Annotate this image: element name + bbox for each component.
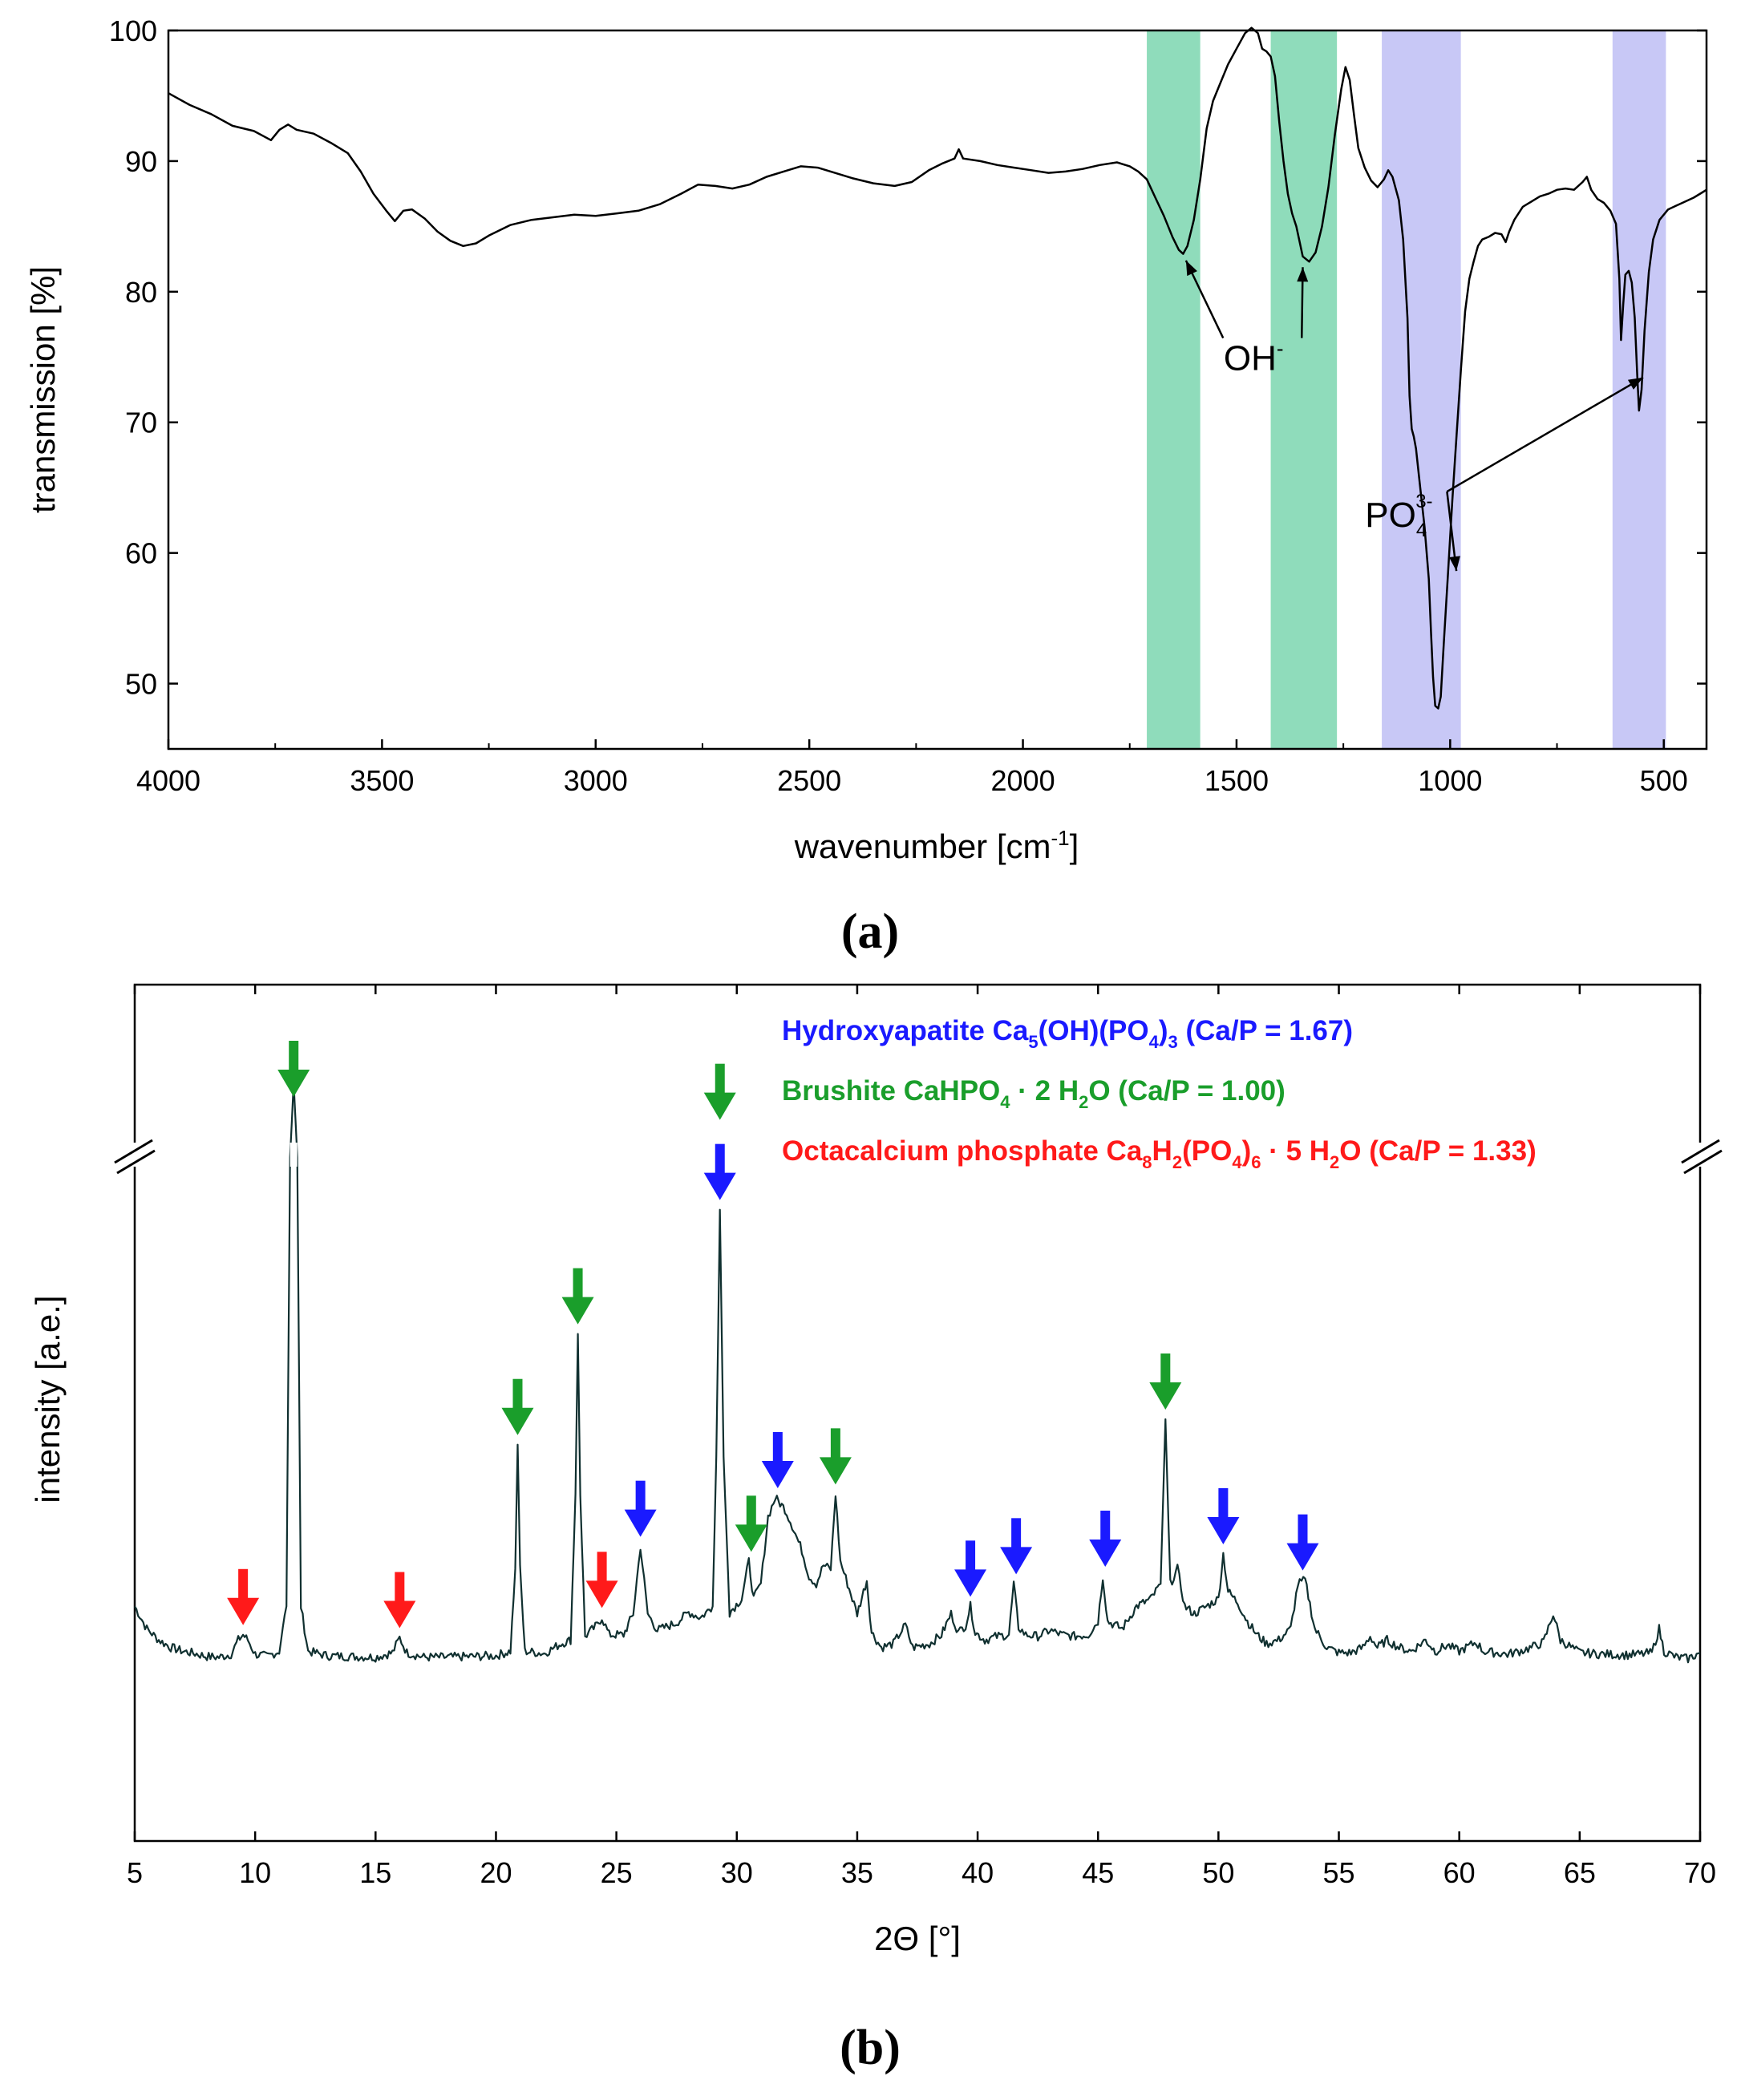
chart-b-xtick-label: 20 [480, 1856, 512, 1889]
chart-b-phase-marker-hydroxyapatite [703, 1143, 736, 1200]
chart-b-xtick-label: 50 [1202, 1856, 1234, 1889]
chart-b-phase-marker-hydroxyapatite [1286, 1514, 1319, 1571]
chart-b-peak-break-gap [289, 1143, 298, 1167]
chart-b-phase-marker-brushite [1149, 1353, 1182, 1410]
chart-b-series-line [134, 1081, 1701, 1664]
chart-a-annotation-0: OH- [1224, 337, 1284, 378]
chart-b-phase-marker-octacalcium-phosphate [383, 1572, 416, 1629]
chart-b-legend-entry-0: Hydroxyapatite Ca5(OH)(PO4)3 (Ca/P = 1.6… [782, 1015, 1353, 1052]
chart-a-xtick-label: 1000 [1418, 764, 1482, 797]
chart-b-phase-marker-brushite [561, 1268, 594, 1325]
chart-b-xlabel: 2Θ [°] [874, 1920, 961, 1957]
chart-b-xtick-label: 15 [359, 1856, 391, 1889]
chart-b-phase-marker-hydroxyapatite [761, 1432, 794, 1488]
chart-b-phase-marker-brushite [735, 1495, 767, 1552]
chart-b-phase-marker-hydroxyapatite [624, 1480, 657, 1537]
chart-a-ytick-label: 70 [125, 407, 157, 439]
chart-b-xtick-label: 35 [841, 1856, 873, 1889]
chart-a: 4000 3500 3000 2500 2000 1500 1000 500 50 60 70 80 9… [24, 14, 1708, 959]
chart-a-band-oh-0 [1147, 30, 1200, 749]
chart-a-annotation-arrowhead [1185, 260, 1197, 277]
chart-b-xtick-label: 55 [1323, 1856, 1355, 1889]
chart-a-series-line [168, 26, 1707, 710]
chart-b-phase-marker-brushite [819, 1428, 852, 1485]
chart-b-ylabel: intensity [a.e.] [29, 1295, 67, 1503]
chart-b-xtick-label: 70 [1684, 1856, 1716, 1889]
chart-a-xtick-label: 2000 [991, 764, 1055, 797]
chart-a-xtick-label: 500 [1640, 764, 1688, 797]
chart-b-phase-marker-hydroxyapatite [1000, 1518, 1033, 1575]
chart-b-panel-label: (b) [840, 2021, 901, 2075]
chart-a-xtick-label: 2500 [777, 764, 841, 797]
chart-b-xtick-label: 45 [1082, 1856, 1114, 1889]
chart-b-phase-marker-brushite [703, 1063, 736, 1120]
chart-b-phase-marker-hydroxyapatite [1207, 1488, 1240, 1544]
chart-a-annotation-arrowhead [1449, 556, 1460, 572]
chart-b-xtick-label: 10 [239, 1856, 271, 1889]
chart-a-ytick-label: 50 [125, 668, 157, 701]
chart-b: 5 10 15 20 25 30 35 40 45 50 55 60 65 70 Hydroxyapati… [29, 983, 1723, 2075]
chart-b-xtick-label: 25 [601, 1856, 633, 1889]
chart-b-xtick-label: 30 [721, 1856, 753, 1889]
chart-b-xtick-label: 5 [127, 1856, 143, 1889]
chart-a-annotation-arrow-line [1446, 376, 1644, 493]
chart-a-panel-label: (a) [841, 904, 899, 959]
chart-a-ytick-label: 80 [125, 276, 157, 309]
chart-a-xtick-label: 1500 [1205, 764, 1269, 797]
chart-a-ylabel: transmission [%] [24, 266, 62, 513]
chart-a-xtick-label: 3000 [564, 764, 628, 797]
chart-b-phase-marker-hydroxyapatite [1089, 1511, 1122, 1567]
chart-b-xtick-label: 65 [1564, 1856, 1596, 1889]
chart-a-ytick-label: 100 [109, 14, 157, 47]
chart-b-axis-break-right [1681, 1139, 1723, 1175]
chart-b-axis-break-left [114, 1139, 156, 1175]
chart-b-phase-marker-brushite [501, 1378, 534, 1435]
chart-a-xlabel: wavenumber [cm-1] [794, 826, 1079, 865]
chart-a-ytick-label: 90 [125, 145, 157, 178]
chart-b-phase-marker-hydroxyapatite [954, 1540, 987, 1597]
chart-b-legend-entry-2: Octacalcium phosphate Ca8H2(PO4)6 · 5 H2… [782, 1135, 1537, 1172]
chart-a-plot-frame [167, 29, 1708, 751]
chart-b-plot-frame [133, 983, 1702, 1843]
chart-a-band-po4-2 [1382, 30, 1461, 749]
chart-b-phase-marker-brushite [277, 1041, 310, 1097]
chart-a-annotation-arrowhead [1297, 267, 1309, 282]
chart-b-phase-marker-octacalcium-phosphate [585, 1552, 618, 1608]
chart-b-legend-entry-1: Brushite CaHPO4 · 2 H2O (Ca/P = 1.00) [782, 1075, 1286, 1112]
chart-a-xtick-label: 4000 [136, 764, 200, 797]
chart-a-annotation-arrowhead [1627, 377, 1644, 390]
chart-b-xtick-label: 60 [1443, 1856, 1476, 1889]
chart-a-annotation-1: PO43- [1365, 491, 1432, 541]
chart-b-phase-marker-octacalcium-phosphate [227, 1568, 260, 1625]
chart-a-xtick-label: 3500 [350, 764, 414, 797]
chart-b-xtick-label: 40 [962, 1856, 994, 1889]
chart-a-ytick-label: 60 [125, 537, 157, 570]
